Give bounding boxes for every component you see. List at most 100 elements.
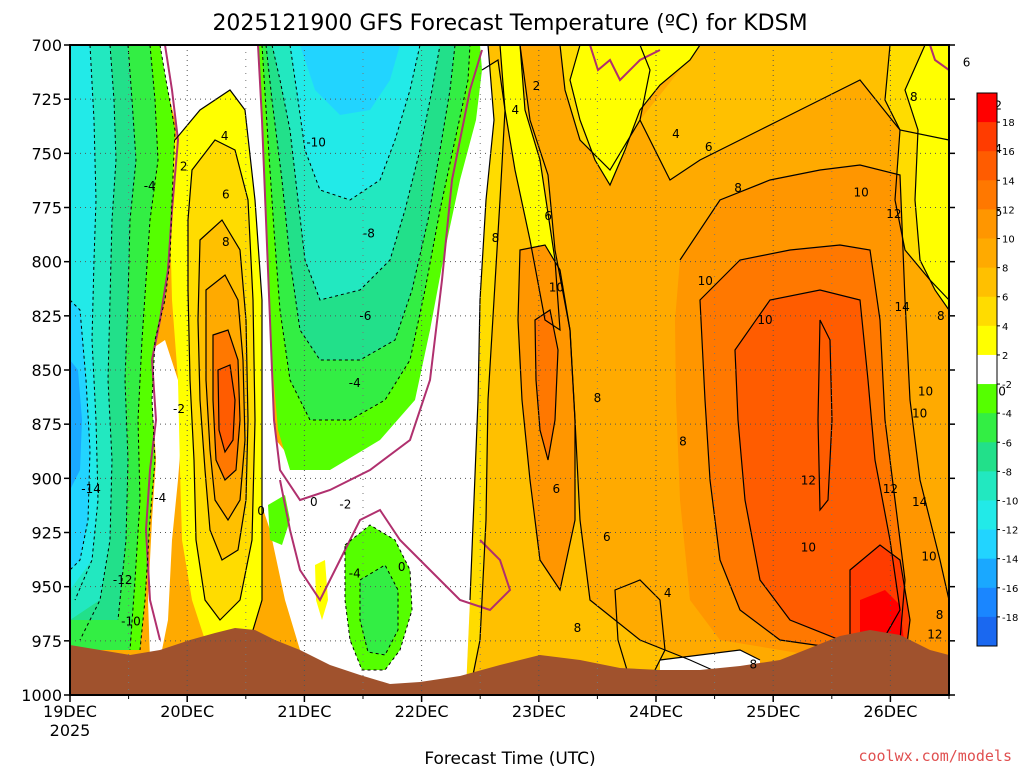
contour-label: 8 xyxy=(222,235,230,249)
colorbar-swatch xyxy=(977,122,997,152)
contour-label: 10 xyxy=(921,549,936,563)
colorbar-label: 12 xyxy=(1002,205,1015,216)
colorbar-swatch xyxy=(977,354,997,385)
fill-warm-pocket-320 xyxy=(315,560,328,620)
colorbar-swatch xyxy=(977,500,997,531)
y-tick-label: 950 xyxy=(31,578,62,597)
contour-label: -2 xyxy=(339,497,351,511)
zero-line-top xyxy=(589,45,661,82)
colorbar-swatch xyxy=(977,442,997,472)
x-tick-sublabel: 2025 xyxy=(50,721,91,740)
contour-label: 2 xyxy=(994,99,1002,113)
y-tick-label: 725 xyxy=(31,90,62,109)
colorbar-label: -2 xyxy=(1002,380,1012,391)
credit-text[interactable]: coolwx.com/models xyxy=(858,747,1012,765)
contour-label: -4 xyxy=(349,376,361,390)
contour-label: 10 xyxy=(801,541,816,555)
y-tick-label: 800 xyxy=(31,253,62,272)
y-tick-label: 700 xyxy=(31,36,62,55)
zero-line-mid xyxy=(257,45,483,502)
colorbar-label: 2 xyxy=(1002,351,1008,362)
colorbar-swatch xyxy=(977,471,997,501)
fill-warm-tongue-12-14 xyxy=(218,365,235,452)
colorbar-swatch xyxy=(977,209,997,240)
y-tick-label: 975 xyxy=(31,632,62,651)
chart-title: 2025121900 GFS Forecast Temperature (ºC)… xyxy=(212,11,807,36)
x-tick-label: 26DEC xyxy=(863,702,917,721)
contour-label: 8 xyxy=(734,181,742,195)
contour-label: 14 xyxy=(894,300,909,314)
contour-label: -10 xyxy=(306,136,326,150)
contour-label: 8 xyxy=(679,435,687,449)
contour-label: 10 xyxy=(918,385,933,399)
contour-label: -4 xyxy=(349,567,361,581)
zero-line-topright xyxy=(929,45,949,71)
x-tick-label: 24DEC xyxy=(629,702,683,721)
fill-cold-neg14-neg16 xyxy=(70,360,82,490)
contour-label: 8 xyxy=(937,309,945,323)
x-tick-label: 20DEC xyxy=(160,702,214,721)
contour-label: -4 xyxy=(144,179,156,193)
contour-label: -2 xyxy=(173,402,185,416)
y-tick-label: 750 xyxy=(31,144,62,163)
colorbar-label: -6 xyxy=(1002,438,1012,449)
colorbar-label: -10 xyxy=(1002,496,1018,507)
fill-pocket-10 xyxy=(535,310,558,460)
contour-label: 6 xyxy=(705,140,713,154)
contour-label: 6 xyxy=(963,55,971,69)
colorbar-frame xyxy=(976,92,998,647)
x-tick-label: 19DEC xyxy=(43,702,97,721)
colorbar-label: -16 xyxy=(1002,584,1018,595)
contour-label: -8 xyxy=(363,227,375,241)
y-tick-label: 775 xyxy=(31,199,62,218)
contour-label: 6 xyxy=(544,209,552,223)
colorbar-label: -4 xyxy=(1002,409,1012,420)
colorbar-swatch xyxy=(977,180,997,210)
contour-label: 12 xyxy=(883,482,898,496)
contour-label: 10 xyxy=(757,313,772,327)
colorbar: 18 16 14 12 10 8 6 4 2 -2 -4 -6 -8 -10 -12 -14 -16 -18 xyxy=(976,92,1018,647)
colorbar-swatch xyxy=(977,384,997,414)
y-tick-label: 925 xyxy=(31,524,62,543)
contour-label: 10 xyxy=(698,274,713,288)
contour-label: 2 xyxy=(180,159,188,173)
contour-label: 0 xyxy=(398,560,406,574)
contour-label: 8 xyxy=(574,621,582,635)
contour-label: -14 xyxy=(81,482,101,496)
contour-label: 6 xyxy=(994,205,1002,219)
x-tick-label: 22DEC xyxy=(395,702,449,721)
colorbar-swatch xyxy=(977,151,997,181)
contour-label: -12 xyxy=(113,573,133,587)
fill-band-0-2-b xyxy=(570,45,700,185)
contour-field xyxy=(70,45,949,695)
terrain xyxy=(70,628,949,695)
colorbar-label: -8 xyxy=(1002,467,1012,478)
colorbar-label: 4 xyxy=(1002,322,1008,333)
contour-label: 8 xyxy=(492,231,500,245)
contour-label: 10 xyxy=(912,406,927,420)
x-tick-label: 25DEC xyxy=(746,702,800,721)
fill-band-12-14 xyxy=(735,290,900,645)
contour-label: 6 xyxy=(553,482,561,496)
contour-label: 14 xyxy=(912,495,927,509)
colorbar-swatch xyxy=(977,616,997,647)
contour-label: 12 xyxy=(801,474,816,488)
y-tick-label: 900 xyxy=(31,469,62,488)
colorbar-swatch xyxy=(977,413,997,443)
colorbar-label: -12 xyxy=(1002,526,1018,537)
colorbar-label: 6 xyxy=(1002,293,1008,304)
contour-label: 4 xyxy=(512,103,520,117)
contour-label: 8 xyxy=(936,608,944,622)
colorbar-swatch xyxy=(977,296,997,327)
colorbar-swatch xyxy=(977,238,997,269)
x-axis-label: Forecast Time (UTC) xyxy=(424,749,595,768)
fill-lowcold-neg4 xyxy=(360,565,398,655)
contour-label: 4 xyxy=(672,127,680,141)
colorbar-swatch xyxy=(977,93,997,123)
contour-label: 12 xyxy=(927,627,942,641)
colorbar-swatch xyxy=(977,529,997,560)
colorbar-label: -18 xyxy=(1002,613,1018,624)
contour-label: 0 xyxy=(257,504,265,518)
